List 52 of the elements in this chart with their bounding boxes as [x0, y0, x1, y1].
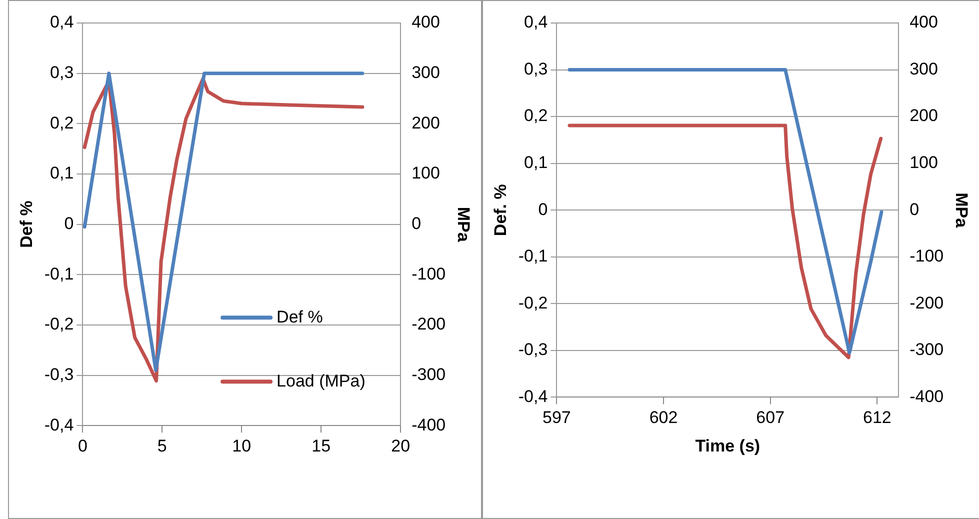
x-tick-label: 597	[542, 408, 571, 428]
y2-tick-label: 400	[412, 12, 440, 32]
y-tick-label: 0,4	[524, 12, 548, 32]
y2-tick-label: -300	[910, 340, 944, 360]
legend-label: Def %	[276, 307, 323, 326]
y2-tick-label: 400	[910, 12, 938, 32]
y-tick-label: -0,3	[44, 364, 74, 384]
x-tick-label: 5	[157, 436, 167, 456]
y-tick-label: 0,3	[50, 63, 74, 82]
x-tick-label: 15	[312, 436, 331, 456]
y-tick-label: -0,1	[518, 246, 548, 266]
y-tick-label: -0,2	[518, 293, 548, 312]
x-axis-title: Time (s)	[695, 436, 760, 456]
y-tick-label: -0,4	[44, 415, 74, 434]
y2-tick-label: 200	[910, 106, 938, 126]
y-tick-label: -0,1	[44, 264, 74, 284]
y-axis-title: Def. %	[490, 184, 510, 236]
x-tick-label: 607	[756, 408, 785, 428]
y2-tick-label: 100	[412, 164, 440, 183]
y2-tick-label: -200	[910, 293, 944, 312]
y-tick-label: 0,4	[50, 12, 74, 32]
y2-tick-label: 0	[910, 200, 920, 219]
y-tick-label: -0,2	[44, 314, 74, 334]
y-tick-label: 0	[538, 200, 548, 219]
y-tick-label: 0,1	[524, 153, 548, 172]
y2-tick-label: -400	[910, 386, 944, 406]
x-tick-label: 602	[649, 408, 678, 428]
y2-tick-label: 0	[412, 214, 422, 233]
y2-tick-label: 200	[412, 113, 440, 132]
y-tick-label: -0,4	[518, 386, 548, 406]
y-tick-label: -0,3	[518, 340, 548, 360]
y-tick-label: 0,2	[50, 113, 74, 132]
legend-label: Load (MPa)	[276, 371, 366, 390]
x-tick-label: 0	[78, 436, 88, 456]
y2-axis-title: MPa	[952, 192, 972, 228]
y2-tick-label: -400	[412, 415, 446, 434]
y-tick-label: 0,2	[524, 106, 548, 126]
x-tick-label: 612	[863, 408, 892, 428]
y2-tick-label: 300	[910, 59, 938, 78]
y-axis-title: Def %	[16, 200, 36, 248]
y2-tick-label: -100	[412, 264, 446, 284]
y2-axis-title: MPa	[454, 206, 474, 242]
y2-tick-label: -300	[412, 364, 446, 384]
y2-tick-label: 300	[412, 63, 440, 82]
y2-tick-label: -200	[412, 314, 446, 334]
x-tick-label: 20	[391, 436, 410, 456]
y-tick-label: 0,1	[50, 164, 74, 183]
y2-tick-label: -100	[910, 246, 944, 266]
y-tick-label: 0,3	[524, 59, 548, 78]
y2-tick-label: 100	[910, 153, 938, 172]
x-tick-label: 10	[232, 436, 252, 456]
y-tick-label: 0	[64, 214, 74, 233]
